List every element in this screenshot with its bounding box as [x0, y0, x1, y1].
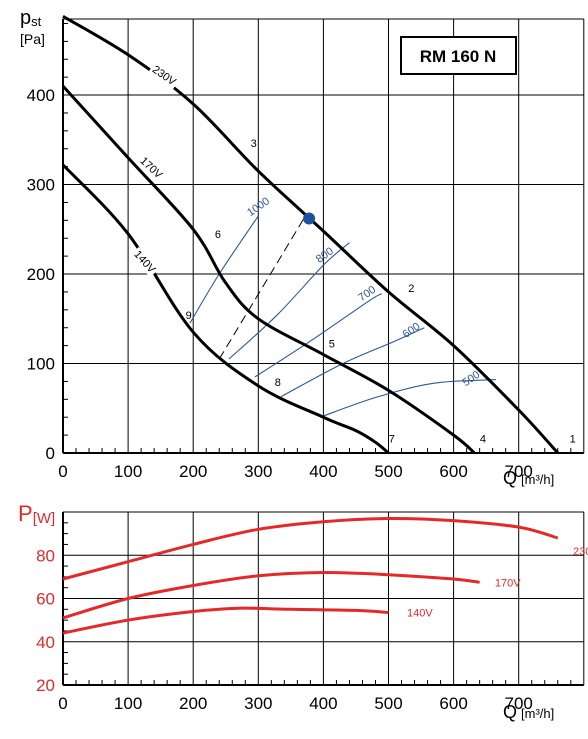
point-label-4: 4 [480, 433, 486, 445]
power-ytick-label: 40 [36, 633, 55, 652]
model-title-box [400, 36, 517, 75]
rpm-label-700: 700 [356, 284, 378, 304]
point-label-1: 1 [570, 433, 576, 445]
pressure-ytick-label: 100 [27, 355, 55, 374]
power-series-label-230V: 230V [573, 546, 588, 558]
rpm-curve-500 [319, 379, 496, 418]
rpm-label-800: 800 [314, 245, 336, 265]
power-ylabel-main: P [18, 501, 33, 526]
bottom-xlabel-unit: [m³/h] [521, 706, 554, 721]
top-xlabel: Q [m³/h] [503, 468, 554, 488]
point-label-9: 9 [186, 310, 192, 322]
pressure-xtick-label: 700 [505, 462, 533, 481]
pressure-chart-grid: 0 100 200 300 400 500 600 700 0 100 200 300 400 [27, 18, 585, 481]
bottom-xlabel: Q [m³/h] [503, 702, 554, 722]
model-title: RM 160 N [420, 47, 497, 66]
power-curve-230V [62, 516, 559, 581]
pressure-ylabel-unit: [Pa] [20, 31, 45, 47]
pressure-xtick-label: 400 [309, 462, 337, 481]
operating-point [303, 212, 316, 225]
power-ylabel-unit: [W] [33, 510, 56, 527]
pressure-chart-curves [61, 15, 559, 455]
bottom-xlabel-q: Q [503, 702, 517, 722]
power-chart-curves [62, 516, 559, 635]
power-series-label-170V: 170V [495, 577, 521, 589]
pressure-xtick-label: 300 [244, 462, 272, 481]
power-xtick-label: 100 [114, 694, 142, 713]
pressure-xtick-label: 200 [179, 462, 207, 481]
pressure-ylabel-main: p [20, 7, 31, 29]
rpm-curve-700 [254, 293, 383, 378]
pressure-ytick-label: 300 [27, 176, 55, 195]
power-ytick-label: 60 [36, 590, 55, 609]
pressure-xtick-label: 100 [114, 462, 142, 481]
pressure-label-bg-230V [148, 62, 180, 90]
pressure-label-bg-170V [135, 153, 166, 183]
pressure-ytick-label: 400 [27, 86, 55, 105]
pressure-ytick-label: 0 [46, 444, 55, 463]
power-ytick-label: 20 [36, 676, 55, 695]
power-xtick-label: 0 [58, 694, 67, 713]
point-label-8: 8 [275, 377, 281, 389]
top-xlabel-unit: [m³/h] [521, 472, 554, 487]
rpm-curve-600 [280, 327, 425, 398]
top-xlabel-q: Q [503, 468, 517, 488]
power-xtick-label: 200 [179, 694, 207, 713]
pressure-curve-230V [62, 15, 559, 455]
point-label-5: 5 [329, 338, 335, 350]
power-curve-170V [62, 570, 480, 620]
power-series-label-140V: 140V [407, 608, 433, 620]
power-curve-140V [62, 606, 389, 635]
pressure-ylabel-sub: st [31, 14, 42, 29]
pressure-ytick-label: 200 [27, 265, 55, 284]
pressure-label-bg-140V [129, 246, 159, 278]
point-label-6: 6 [215, 229, 221, 241]
power-chart-grid: 0 100 200 300 400 500 600 700 20 40 60 80 [36, 511, 585, 713]
pressure-ylabel: pst [20, 7, 42, 29]
power-chart-labels: 230V 170V 140V [407, 546, 588, 620]
power-xtick-label: 500 [374, 694, 402, 713]
power-ytick-label: 80 [36, 546, 55, 565]
point-label-7: 7 [389, 433, 395, 445]
power-xtick-label: 400 [309, 694, 337, 713]
pressure-curve-140V [61, 163, 390, 455]
point-label-2: 2 [408, 283, 414, 295]
point-label-3: 3 [251, 138, 257, 150]
power-ylabel: P[W] [18, 501, 55, 527]
power-xtick-label: 600 [439, 694, 467, 713]
rpm-curve-800 [228, 242, 350, 360]
rpm-curve-1000 [189, 215, 259, 324]
pressure-curve-170V [61, 85, 476, 455]
pressure-xtick-label: 500 [374, 462, 402, 481]
pressure-xtick-label: 0 [58, 462, 67, 481]
power-xtick-label: 700 [505, 694, 533, 713]
pressure-xtick-label: 600 [439, 462, 467, 481]
power-xtick-label: 300 [244, 694, 272, 713]
